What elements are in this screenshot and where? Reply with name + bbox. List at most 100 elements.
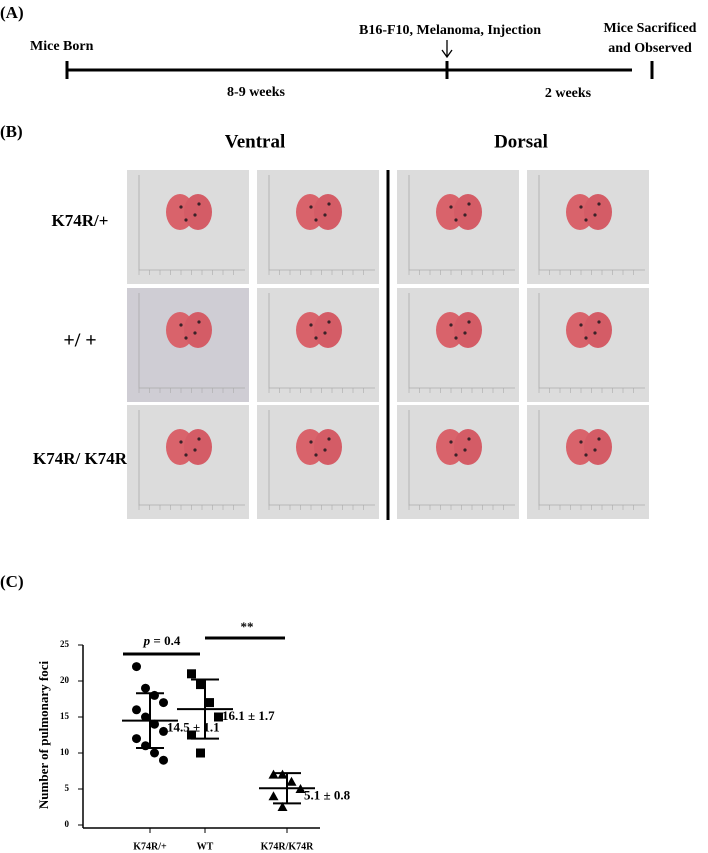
lung-spot [323, 331, 327, 335]
lung-spot [463, 331, 467, 335]
lung-spot [314, 336, 318, 340]
mean-label: 16.1 ± 1.7 [222, 708, 275, 723]
lung-spot [597, 202, 601, 206]
lung-spot [184, 336, 188, 340]
photo [397, 170, 519, 284]
photo [527, 405, 649, 519]
row-label: +/ + [63, 330, 96, 352]
lung-spot [584, 218, 588, 222]
lung-spot [454, 218, 458, 222]
p-value: = 0.4 [153, 633, 180, 648]
x-tick-label: WT [197, 841, 214, 852]
interval-label: 8-9 weeks [227, 85, 285, 100]
data-point [277, 802, 288, 811]
lung-spot [197, 320, 201, 324]
panel-label: (A) [0, 3, 24, 22]
data-point [159, 726, 168, 736]
lung-spot [323, 448, 327, 452]
p-symbol: p [143, 633, 151, 648]
lung-spot [193, 448, 197, 452]
photo [527, 288, 649, 402]
lung-spot [184, 453, 188, 457]
lung-spot [314, 218, 318, 222]
photo [257, 288, 379, 402]
data-point [141, 712, 150, 722]
data-point [159, 755, 168, 765]
data-point [187, 669, 196, 679]
lung [314, 194, 342, 230]
column-label: Dorsal [494, 131, 548, 152]
data-point [132, 734, 141, 744]
lung-spot [467, 320, 471, 324]
photo [397, 288, 519, 402]
x-tick-label: K74R/+ [133, 841, 167, 852]
lung [184, 312, 212, 348]
arrow [441, 40, 453, 59]
y-tick-label: 10 [60, 747, 70, 757]
photo [527, 170, 649, 284]
lung-spot [197, 437, 201, 441]
lung-spot [454, 336, 458, 340]
lung [584, 194, 612, 230]
photo [257, 170, 379, 284]
lung-spot [327, 202, 331, 206]
column-label: Ventral [225, 131, 286, 152]
lung-spot [449, 440, 453, 444]
y-tick-label: 20 [60, 675, 70, 685]
y-tick-label: 0 [65, 819, 70, 829]
data-point [196, 748, 205, 758]
lung-spot [597, 437, 601, 441]
x-tick-label: K74R/K74R [261, 841, 315, 852]
lung [454, 312, 482, 348]
y-tick-label: 5 [65, 783, 70, 793]
y-tick-label: 25 [60, 639, 70, 649]
lung-spot [179, 440, 183, 444]
lung-spot [463, 213, 467, 217]
lung-spot [179, 205, 183, 209]
lung-spot [309, 205, 313, 209]
lung-spot [309, 323, 313, 327]
significance-label: p = 0.4 [143, 633, 181, 648]
data-point [205, 698, 214, 708]
lung-spot [309, 440, 313, 444]
row-label: K74R/+ [52, 211, 109, 230]
y-tick-label: 15 [60, 711, 70, 721]
lung-spot [593, 213, 597, 217]
data-point [132, 705, 141, 715]
data-point [159, 698, 168, 708]
lung [314, 429, 342, 465]
lung-spot [327, 437, 331, 441]
lung [314, 312, 342, 348]
photo [257, 405, 379, 519]
lung-spot [593, 448, 597, 452]
significance-label: ** [241, 619, 254, 634]
mean-label: 5.1 ± 0.8 [304, 787, 351, 802]
timeline-label: B16-F10, Melanoma, Injection [359, 23, 541, 38]
photo [127, 405, 249, 519]
lung [584, 312, 612, 348]
lung-spot [197, 202, 201, 206]
lung [454, 194, 482, 230]
lung [454, 429, 482, 465]
lung-spot [579, 323, 583, 327]
lung-spot [179, 323, 183, 327]
photo [127, 288, 249, 402]
data-point [286, 776, 297, 786]
lung-spot [579, 205, 583, 209]
lung-spot [593, 331, 597, 335]
data-point [196, 680, 205, 690]
data-point [150, 748, 159, 758]
lung-spot [323, 213, 327, 217]
lung-spot [597, 320, 601, 324]
lung-spot [463, 448, 467, 452]
photo-grid [127, 170, 649, 519]
lung [184, 429, 212, 465]
lung-spot [584, 453, 588, 457]
lung [584, 429, 612, 465]
lung-spot [584, 336, 588, 340]
data-point [268, 791, 279, 801]
data-point [187, 730, 196, 740]
panel-label: (B) [0, 122, 23, 141]
lung-spot [449, 323, 453, 327]
